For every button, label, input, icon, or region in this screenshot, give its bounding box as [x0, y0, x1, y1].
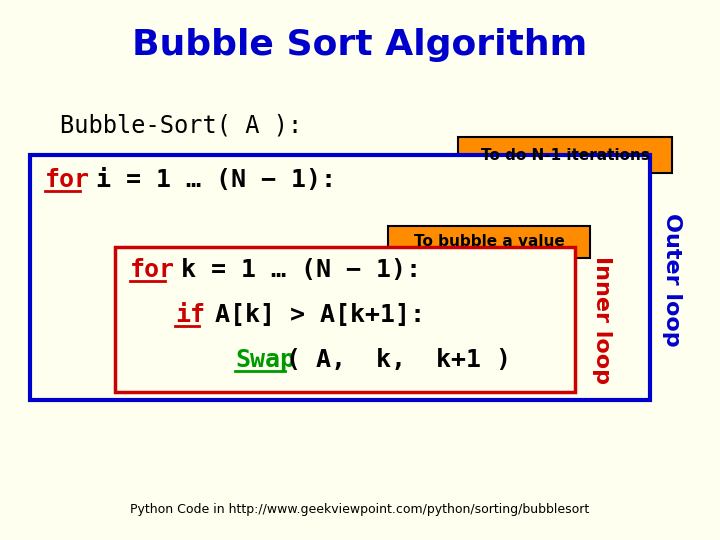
Text: A[k] > A[k+1]:: A[k] > A[k+1]:: [200, 303, 425, 327]
FancyBboxPatch shape: [388, 226, 590, 258]
Text: Bubble-Sort( A ):: Bubble-Sort( A ):: [60, 113, 302, 137]
FancyBboxPatch shape: [115, 247, 575, 392]
Text: Outer loop: Outer loop: [662, 213, 682, 347]
Text: for: for: [45, 168, 90, 192]
Text: if: if: [175, 303, 205, 327]
Text: k = 1 … (N − 1):: k = 1 … (N − 1):: [166, 258, 421, 282]
Text: Swap: Swap: [235, 348, 295, 372]
FancyBboxPatch shape: [30, 155, 650, 400]
Text: for: for: [130, 258, 175, 282]
Text: ( A,  k,  k+1 ): ( A, k, k+1 ): [286, 348, 511, 372]
Text: To do N-1 iterations: To do N-1 iterations: [480, 147, 649, 163]
FancyBboxPatch shape: [458, 137, 672, 173]
Text: Python Code in http://www.geekviewpoint.com/python/sorting/bubblesort: Python Code in http://www.geekviewpoint.…: [130, 503, 590, 516]
Text: Inner loop: Inner loop: [592, 256, 612, 384]
Text: To bubble a value: To bubble a value: [413, 234, 564, 249]
Text: i = 1 … (N − 1):: i = 1 … (N − 1):: [81, 168, 336, 192]
Text: Bubble Sort Algorithm: Bubble Sort Algorithm: [132, 28, 588, 62]
